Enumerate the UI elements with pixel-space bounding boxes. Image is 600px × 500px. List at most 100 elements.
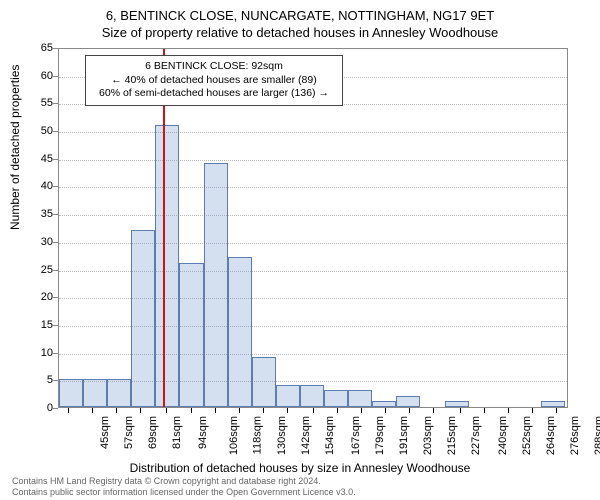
y-tickmark (53, 408, 58, 409)
x-axis-label: Distribution of detached houses by size … (0, 461, 600, 475)
y-tick-label: 10 (28, 347, 53, 359)
x-tickmark (215, 408, 216, 413)
x-tick-label: 203sqm (422, 416, 434, 455)
x-tickmark (140, 408, 141, 413)
footnote: Contains HM Land Registry data © Crown c… (12, 476, 356, 498)
y-tickmark (53, 159, 58, 160)
x-tickmark (92, 408, 93, 413)
y-tick-label: 45 (28, 153, 53, 165)
x-tick-label: 167sqm (350, 416, 362, 455)
footnote-line1: Contains HM Land Registry data © Crown c… (12, 476, 356, 487)
histogram-bar (252, 357, 276, 407)
histogram-bar (396, 396, 420, 407)
x-tickmark (484, 408, 485, 413)
y-tickmark (53, 353, 58, 354)
x-tick-label: 45sqm (99, 416, 111, 449)
chart-container: 6, BENTINCK CLOSE, NUNCARGATE, NOTTINGHA… (0, 0, 600, 500)
annotation-box: 6 BENTINCK CLOSE: 92sqm ← 40% of detache… (85, 55, 343, 106)
x-tick-label: 69sqm (147, 416, 159, 449)
x-tick-label: 179sqm (374, 416, 386, 455)
x-tick-label: 130sqm (276, 416, 288, 455)
y-tick-label: 65 (28, 42, 53, 54)
histogram-bar (59, 379, 83, 407)
x-tickmark (385, 408, 386, 413)
histogram-bar (372, 401, 396, 407)
x-tick-label: 264sqm (545, 416, 557, 455)
histogram-bar (276, 385, 300, 407)
x-tickmark (116, 408, 117, 413)
x-tick-label: 288sqm (593, 416, 600, 455)
y-tickmark (53, 48, 58, 49)
y-tickmark (53, 325, 58, 326)
histogram-bar (228, 257, 252, 407)
x-tickmark (361, 408, 362, 413)
x-tickmark (556, 408, 557, 413)
histogram-bar (155, 125, 179, 407)
x-tick-label: 154sqm (324, 416, 336, 455)
histogram-bar (107, 379, 131, 407)
chart-title-line2: Size of property relative to detached ho… (0, 23, 600, 40)
histogram-bar (324, 390, 348, 407)
y-tick-label: 50 (28, 125, 53, 137)
x-tick-label: 118sqm (251, 416, 263, 454)
histogram-bar (348, 390, 372, 407)
x-tickmark (263, 408, 264, 413)
histogram-bar (83, 379, 107, 407)
x-tick-label: 252sqm (521, 416, 533, 455)
gridline (59, 132, 567, 133)
x-tick-label: 81sqm (171, 416, 183, 449)
histogram-bar (179, 263, 203, 407)
histogram-bar (131, 230, 155, 407)
y-tick-label: 25 (28, 264, 53, 276)
y-tickmark (53, 131, 58, 132)
annotation-line1: 6 BENTINCK CLOSE: 92sqm (92, 60, 336, 74)
y-tick-label: 40 (28, 180, 53, 192)
y-tickmark (53, 103, 58, 104)
y-tickmark (53, 186, 58, 187)
x-tick-label: 142sqm (300, 416, 312, 455)
x-tickmark (166, 408, 167, 413)
y-tickmark (53, 214, 58, 215)
x-tick-label: 191sqm (398, 416, 410, 455)
x-tickmark (68, 408, 69, 413)
x-tickmark (532, 408, 533, 413)
annotation-line2: ← 40% of detached houses are smaller (89… (92, 74, 336, 88)
y-tick-label: 55 (28, 97, 53, 109)
x-tickmark (191, 408, 192, 413)
footnote-line2: Contains public sector information licen… (12, 487, 356, 498)
x-tickmark (460, 408, 461, 413)
x-tickmark (337, 408, 338, 413)
y-tick-label: 20 (28, 291, 53, 303)
histogram-bar (445, 401, 469, 407)
y-tick-label: 30 (28, 236, 53, 248)
y-tick-label: 60 (28, 70, 53, 82)
x-tickmark (287, 408, 288, 413)
x-tickmark (409, 408, 410, 413)
y-tick-label: 35 (28, 208, 53, 220)
gridline (59, 215, 567, 216)
chart-title-line1: 6, BENTINCK CLOSE, NUNCARGATE, NOTTINGHA… (0, 0, 600, 23)
x-tick-label: 94sqm (197, 416, 209, 449)
gridline (59, 187, 567, 188)
x-tickmark (508, 408, 509, 413)
y-tickmark (53, 76, 58, 77)
x-tick-label: 57sqm (123, 416, 135, 449)
y-tick-label: 15 (28, 319, 53, 331)
histogram-bar (300, 385, 324, 407)
histogram-bar (541, 401, 565, 407)
x-tick-label: 227sqm (471, 416, 483, 455)
annotation-line3: 60% of semi-detached houses are larger (… (92, 87, 336, 101)
y-axis-label: Number of detached properties (8, 65, 22, 230)
gridline (59, 160, 567, 161)
y-tickmark (53, 297, 58, 298)
x-tick-label: 215sqm (447, 416, 459, 455)
y-tickmark (53, 380, 58, 381)
x-tick-label: 276sqm (569, 416, 581, 455)
x-tickmark (239, 408, 240, 413)
y-tick-label: 0 (28, 402, 53, 414)
x-tickmark (433, 408, 434, 413)
y-tickmark (53, 242, 58, 243)
x-tick-label: 106sqm (228, 416, 240, 455)
y-tickmark (53, 270, 58, 271)
histogram-bar (204, 163, 228, 407)
